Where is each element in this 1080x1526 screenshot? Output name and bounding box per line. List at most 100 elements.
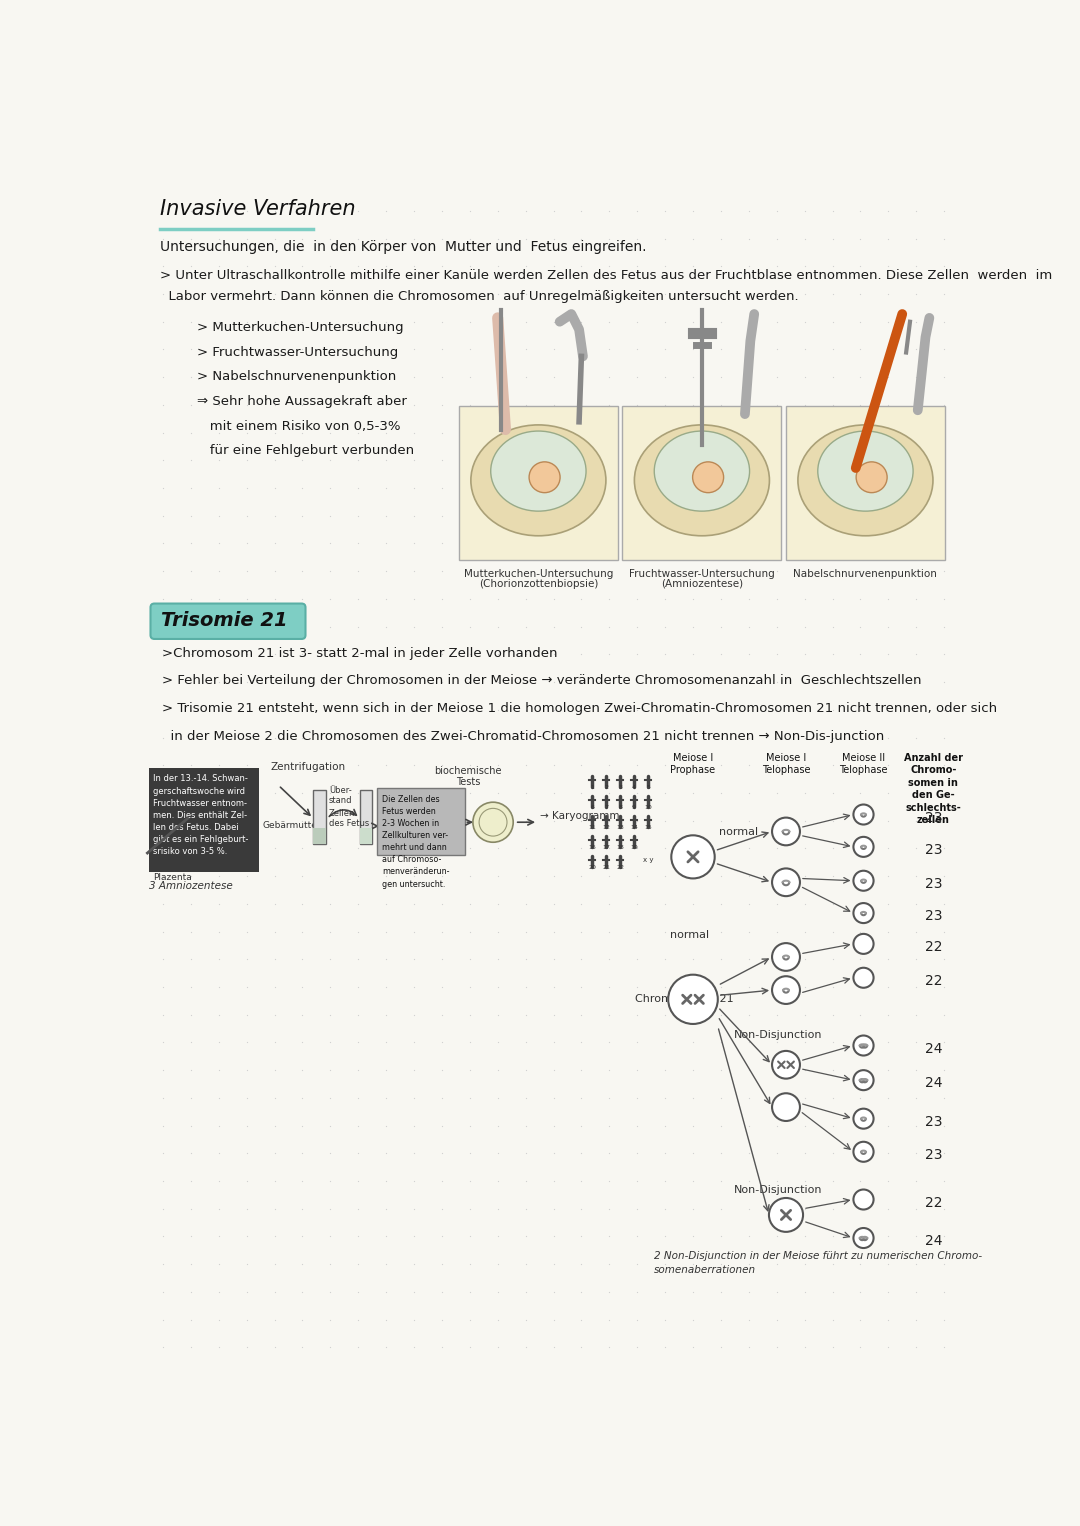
Text: > Mutterkuchen-Untersuchung: > Mutterkuchen-Untersuchung — [197, 320, 404, 334]
Text: in der Meiose 2 die Chromosomen des Zwei-Chromatid-Chromosomen 21 nicht trennen : in der Meiose 2 die Chromosomen des Zwei… — [162, 729, 885, 743]
Ellipse shape — [818, 430, 913, 511]
Text: > Fehler bei Verteilung der Chromosomen in der Meiose → veränderte Chromosomenan: > Fehler bei Verteilung der Chromosomen … — [162, 674, 921, 687]
FancyBboxPatch shape — [459, 406, 618, 560]
Circle shape — [669, 975, 718, 1024]
Text: Untersuchungen, die  in den Körper von  Mutter und  Fetus eingreifen.: Untersuchungen, die in den Körper von Mu… — [160, 240, 646, 253]
Text: 11: 11 — [589, 826, 596, 830]
Text: für eine Fehlgeburt verbunden: für eine Fehlgeburt verbunden — [197, 444, 414, 458]
Text: 23: 23 — [924, 1116, 942, 1129]
Text: mit einem Risiko von 0,5-3%: mit einem Risiko von 0,5-3% — [197, 420, 401, 432]
Text: 19: 19 — [630, 845, 638, 850]
FancyBboxPatch shape — [360, 790, 373, 844]
Text: 24: 24 — [924, 1042, 942, 1056]
Circle shape — [772, 818, 800, 845]
FancyBboxPatch shape — [360, 829, 373, 844]
Circle shape — [772, 1093, 800, 1122]
Text: >Chromosom 21 ist 3- statt 2-mal in jeder Zelle vorhanden: >Chromosom 21 ist 3- statt 2-mal in jede… — [162, 647, 557, 659]
Text: → Karyogramm: → Karyogramm — [540, 812, 619, 821]
Text: 9: 9 — [632, 806, 636, 810]
Text: Über-
stand: Über- stand — [328, 786, 352, 806]
Text: > Trisomie 21 entsteht, wenn sich in der Meiose 1 die homologen Zwei-Chromatin-C: > Trisomie 21 entsteht, wenn sich in der… — [162, 702, 997, 716]
Ellipse shape — [490, 430, 586, 511]
Ellipse shape — [798, 424, 933, 536]
Text: > Nabelschnurvenenpunktion: > Nabelschnurvenenpunktion — [197, 371, 396, 383]
Text: > Fruchtwasser-Untersuchung: > Fruchtwasser-Untersuchung — [197, 345, 399, 359]
Text: biochemische
Tests: biochemische Tests — [434, 766, 502, 787]
Text: 22: 22 — [617, 865, 624, 870]
Text: 22: 22 — [924, 974, 942, 987]
Text: 20: 20 — [589, 865, 596, 870]
Circle shape — [853, 1141, 874, 1161]
Circle shape — [692, 462, 724, 493]
Text: 13: 13 — [617, 826, 624, 830]
Text: Mutterkuchen-Untersuchung: Mutterkuchen-Untersuchung — [463, 569, 613, 580]
Text: ⇒ Sehr hohe Aussagekraft aber: ⇒ Sehr hohe Aussagekraft aber — [197, 395, 407, 407]
Text: > Unter Ultraschallkontrolle mithilfe einer Kanüle werden Zellen des Fetus aus d: > Unter Ultraschallkontrolle mithilfe ei… — [160, 269, 1052, 282]
Text: 23: 23 — [924, 909, 942, 923]
Text: (Amniozentese): (Amniozentese) — [661, 578, 743, 589]
Text: 23: 23 — [924, 1148, 942, 1161]
FancyBboxPatch shape — [150, 604, 306, 639]
FancyBboxPatch shape — [622, 406, 781, 560]
Text: 22: 22 — [924, 1195, 942, 1210]
Text: 12: 12 — [603, 826, 610, 830]
Circle shape — [672, 835, 715, 879]
Text: 2 Non-Disjunction in der Meiose führt zu numerischen Chromo-
somenaberrationen: 2 Non-Disjunction in der Meiose führt zu… — [654, 1251, 983, 1274]
Circle shape — [772, 977, 800, 1004]
Text: 15: 15 — [644, 826, 652, 830]
Ellipse shape — [654, 430, 750, 511]
Circle shape — [853, 1036, 874, 1056]
FancyBboxPatch shape — [313, 790, 326, 844]
Circle shape — [853, 1189, 874, 1210]
Text: Plazenta: Plazenta — [153, 873, 191, 882]
Text: Non-Disjunction: Non-Disjunction — [734, 1030, 823, 1039]
Text: 3 Amniozentese: 3 Amniozentese — [149, 881, 232, 891]
Text: 17: 17 — [603, 845, 610, 850]
Text: 18: 18 — [617, 845, 624, 850]
Text: 7: 7 — [604, 806, 608, 810]
Text: Trisomie 21: Trisomie 21 — [161, 610, 287, 630]
Text: 2: 2 — [604, 784, 608, 790]
Circle shape — [853, 903, 874, 923]
Circle shape — [853, 804, 874, 824]
Circle shape — [853, 871, 874, 891]
Circle shape — [853, 1109, 874, 1129]
Text: 8: 8 — [618, 806, 622, 810]
FancyBboxPatch shape — [149, 768, 259, 873]
Circle shape — [769, 1198, 804, 1231]
Text: Fruchtwasser-Untersuchung: Fruchtwasser-Untersuchung — [629, 569, 774, 580]
Text: 23: 23 — [924, 810, 942, 824]
Text: Nabelschnurvenenpunktion: Nabelschnurvenenpunktion — [794, 569, 937, 580]
Text: x y: x y — [643, 858, 653, 864]
Text: Labor vermehrt. Dann können die Chromosomen  auf Unregelmäßigkeiten untersucht w: Labor vermehrt. Dann können die Chromoso… — [160, 290, 798, 304]
Circle shape — [853, 1228, 874, 1248]
Text: 21: 21 — [603, 865, 610, 870]
Text: Zentrifugation: Zentrifugation — [271, 761, 346, 772]
Text: 22: 22 — [924, 940, 942, 954]
Text: 24: 24 — [924, 1235, 942, 1248]
Text: Non-Disjunction: Non-Disjunction — [734, 1186, 823, 1195]
Circle shape — [853, 934, 874, 954]
Circle shape — [772, 943, 800, 971]
Circle shape — [529, 462, 561, 493]
Circle shape — [772, 1051, 800, 1079]
Text: 5: 5 — [646, 784, 650, 790]
Text: 23: 23 — [924, 842, 942, 858]
Circle shape — [853, 836, 874, 858]
Ellipse shape — [471, 424, 606, 536]
Text: Gebärmutter: Gebärmutter — [262, 821, 322, 830]
Circle shape — [772, 868, 800, 896]
Text: 3: 3 — [618, 784, 622, 790]
Text: Die Zellen des
Fetus werden
2-3 Wochen in
Zellkulturen ver-
mehrt und dann
auf C: Die Zellen des Fetus werden 2-3 Wochen i… — [382, 795, 449, 888]
Ellipse shape — [634, 424, 769, 536]
Text: Anzahl der
Chromo-
somen in
den Ge-
schlechts-
zellen: Anzahl der Chromo- somen in den Ge- schl… — [904, 752, 962, 826]
FancyBboxPatch shape — [786, 406, 945, 560]
Circle shape — [853, 1070, 874, 1090]
Text: normal: normal — [670, 929, 708, 940]
Circle shape — [856, 462, 887, 493]
Text: 24: 24 — [924, 1076, 942, 1090]
Text: (Chorionzottenbiopsie): (Chorionzottenbiopsie) — [478, 578, 598, 589]
FancyBboxPatch shape — [377, 787, 465, 856]
Text: 16: 16 — [589, 845, 596, 850]
Text: Meiose II
Telophase: Meiose II Telophase — [839, 752, 888, 775]
